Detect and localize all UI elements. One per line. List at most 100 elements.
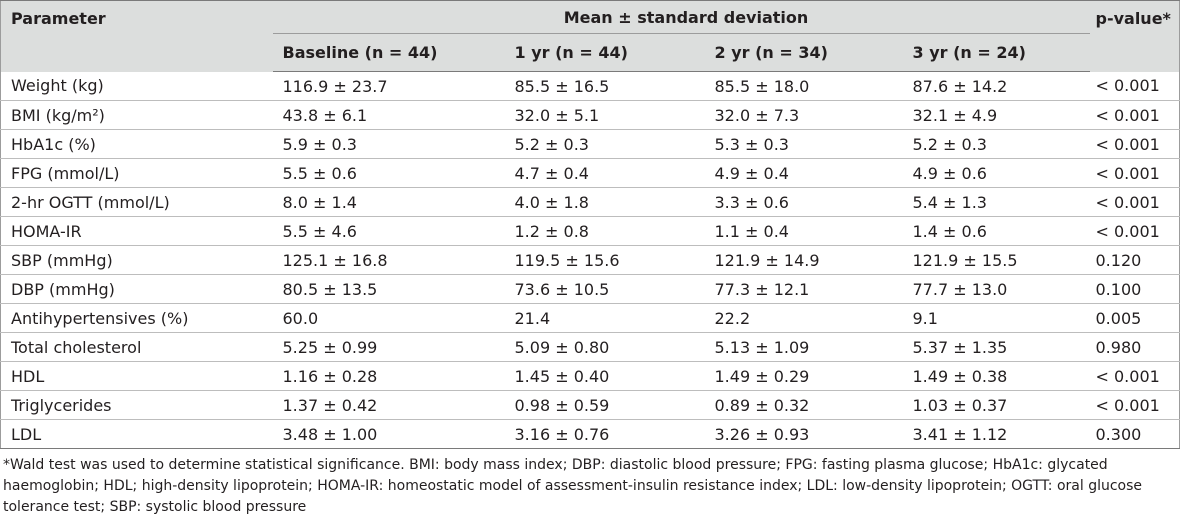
baseline-cell: 5.9 ± 0.3 [272,129,505,159]
baseline-cell: 5.25 ± 0.99 [272,332,505,362]
year1-cell: 3.16 ± 0.76 [504,419,705,449]
baseline-cell: 1.16 ± 0.28 [272,361,505,391]
parameter-cell: Weight (kg) [0,71,273,101]
year1-cell: 1.45 ± 0.40 [504,361,705,391]
year1-cell: 4.0 ± 1.8 [504,187,705,217]
table-row: FPG (mmol/L) 5.5 ± 0.6 4.7 ± 0.4 4.9 ± 0.4 4… [0,158,1180,188]
baseline-cell: 5.5 ± 0.6 [272,158,505,188]
year1-cell: 5.2 ± 0.3 [504,129,705,159]
year3-cell: 121.9 ± 15.5 [902,245,1090,275]
header-p-value: p-value* [1089,0,1180,72]
table-row: HbA1c (%) 5.9 ± 0.3 5.2 ± 0.3 5.3 ± 0.3 5.2 … [0,129,1180,159]
header-baseline: Baseline (n = 44) [272,33,505,72]
parameter-cell: LDL [0,419,273,449]
year1-cell: 32.0 ± 5.1 [504,100,705,130]
table-row: Total cholesterol 5.25 ± 0.99 5.09 ± 0.80 5… [0,332,1180,362]
year2-cell: 32.0 ± 7.3 [704,100,903,130]
year3-cell: 1.49 ± 0.38 [902,361,1090,391]
p-value-cell: < 0.001 [1089,216,1180,246]
table-row: 2-hr OGTT (mmol/L) 8.0 ± 1.4 4.0 ± 1.8 3.3 … [0,187,1180,217]
parameter-cell: SBP (mmHg) [0,245,273,275]
table-row: Antihypertensives (%) 60.0 21.4 22.2 9.1 0.00… [0,303,1180,333]
year2-cell: 1.49 ± 0.29 [704,361,903,391]
year2-cell: 77.3 ± 12.1 [704,274,903,304]
p-value-cell: 0.120 [1089,245,1180,275]
year2-cell: 5.13 ± 1.09 [704,332,903,362]
table-row: Weight (kg) 116.9 ± 23.7 85.5 ± 16.5 85.5 ±… [0,71,1180,101]
p-value-cell: < 0.001 [1089,100,1180,130]
table-row: SBP (mmHg) 125.1 ± 16.8 119.5 ± 15.6 121.9 … [0,245,1180,275]
header-2yr: 2 yr (n = 34) [704,33,903,72]
table-footnote: *Wald test was used to determine statist… [3,457,1143,515]
year3-cell: 5.37 ± 1.35 [902,332,1090,362]
p-value-cell: < 0.001 [1089,71,1180,101]
parameter-cell: BMI (kg/m²) [0,100,273,130]
baseline-cell: 125.1 ± 16.8 [272,245,505,275]
year2-cell: 3.3 ± 0.6 [704,187,903,217]
year3-cell: 1.03 ± 0.37 [902,390,1090,420]
parameter-cell: HDL [0,361,273,391]
year1-cell: 85.5 ± 16.5 [504,71,705,101]
parameter-cell: HOMA-IR [0,216,273,246]
year2-cell: 3.26 ± 0.93 [704,419,903,449]
year1-cell: 1.2 ± 0.8 [504,216,705,246]
baseline-cell: 5.5 ± 4.6 [272,216,505,246]
baseline-cell: 3.48 ± 1.00 [272,419,505,449]
year3-cell: 4.9 ± 0.6 [902,158,1090,188]
p-value-cell: < 0.001 [1089,187,1180,217]
p-value-cell: 0.300 [1089,419,1180,449]
p-value-cell: 0.100 [1089,274,1180,304]
year1-cell: 4.7 ± 0.4 [504,158,705,188]
parameter-cell: DBP (mmHg) [0,274,273,304]
parameter-cell: Antihypertensives (%) [0,303,273,333]
year2-cell: 5.3 ± 0.3 [704,129,903,159]
year1-cell: 73.6 ± 10.5 [504,274,705,304]
year3-cell: 77.7 ± 13.0 [902,274,1090,304]
year2-cell: 121.9 ± 14.9 [704,245,903,275]
year3-cell: 5.4 ± 1.3 [902,187,1090,217]
year2-cell: 22.2 [704,303,903,333]
header-parameter: Parameter [0,0,273,72]
results-table: Parameter Mean ± standard deviation p-va… [0,0,1180,449]
header-mean-sd: Mean ± standard deviation [272,0,1090,34]
year1-cell: 21.4 [504,303,705,333]
year2-cell: 4.9 ± 0.4 [704,158,903,188]
header-3yr: 3 yr (n = 24) [902,33,1090,72]
year3-cell: 9.1 [902,303,1090,333]
p-value-cell: 0.980 [1089,332,1180,362]
p-value-cell: < 0.001 [1089,129,1180,159]
p-value-cell: < 0.001 [1089,390,1180,420]
table-row: DBP (mmHg) 80.5 ± 13.5 73.6 ± 10.5 77.3 ± 1… [0,274,1180,304]
parameter-cell: Triglycerides [0,390,273,420]
baseline-cell: 1.37 ± 0.42 [272,390,505,420]
year2-cell: 85.5 ± 18.0 [704,71,903,101]
table-row: HDL 1.16 ± 0.28 1.45 ± 0.40 1.49 ± 0.29 1.49… [0,361,1180,391]
parameter-cell: Total cholesterol [0,332,273,362]
year2-cell: 1.1 ± 0.4 [704,216,903,246]
year1-cell: 5.09 ± 0.80 [504,332,705,362]
baseline-cell: 116.9 ± 23.7 [272,71,505,101]
year3-cell: 32.1 ± 4.9 [902,100,1090,130]
year3-cell: 3.41 ± 1.12 [902,419,1090,449]
year1-cell: 119.5 ± 15.6 [504,245,705,275]
parameter-cell: FPG (mmol/L) [0,158,273,188]
p-value-cell: < 0.001 [1089,158,1180,188]
table-body: Weight (kg) 116.9 ± 23.7 85.5 ± 16.5 85.5 ±… [0,71,1180,449]
parameter-cell: 2-hr OGTT (mmol/L) [0,187,273,217]
p-value-cell: 0.005 [1089,303,1180,333]
baseline-cell: 60.0 [272,303,505,333]
parameter-cell: HbA1c (%) [0,129,273,159]
year3-cell: 1.4 ± 0.6 [902,216,1090,246]
year3-cell: 5.2 ± 0.3 [902,129,1090,159]
table-row: Triglycerides 1.37 ± 0.42 0.98 ± 0.59 0.89 … [0,390,1180,420]
table-row: HOMA-IR 5.5 ± 4.6 1.2 ± 0.8 1.1 ± 0.4 1.4 ± … [0,216,1180,246]
table-row: BMI (kg/m²) 43.8 ± 6.1 32.0 ± 5.1 32.0 ± 7.… [0,100,1180,130]
table-header: Parameter Mean ± standard deviation p-va… [0,0,1180,72]
year1-cell: 0.98 ± 0.59 [504,390,705,420]
table-row: LDL 3.48 ± 1.00 3.16 ± 0.76 3.26 ± 0.93 3.41… [0,419,1180,449]
baseline-cell: 8.0 ± 1.4 [272,187,505,217]
year2-cell: 0.89 ± 0.32 [704,390,903,420]
baseline-cell: 80.5 ± 13.5 [272,274,505,304]
year3-cell: 87.6 ± 14.2 [902,71,1090,101]
